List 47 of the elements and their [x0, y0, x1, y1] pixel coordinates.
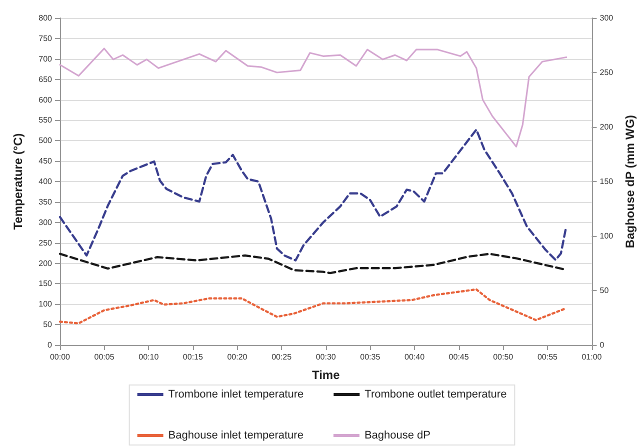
x-tick-label: 00:00: [50, 352, 71, 362]
y-tick-label: 800: [38, 14, 53, 22]
y-tick-label: 700: [38, 54, 53, 64]
y-tick-label: 250: [38, 238, 53, 248]
x-tick-label: 00:25: [272, 352, 292, 362]
y-tick-label: 100: [38, 300, 53, 309]
x-tick-label: 00:20: [227, 352, 248, 362]
line-series: [58, 128, 568, 262]
x-tick-label: 00:40: [404, 352, 426, 362]
x-tick-label: 00:50: [493, 352, 514, 362]
legend-label: Baghouse dP: [364, 430, 431, 442]
line-series: [59, 48, 568, 148]
y2-tick-label: 100: [600, 232, 614, 240]
y-axis-title: Temperature (°C): [11, 133, 25, 230]
legend-label: Baghouse inlet temperature: [168, 430, 304, 442]
y-tick-label: 400: [38, 177, 53, 186]
y-tick-label: 450: [38, 156, 53, 166]
y2-tick-label: 50: [600, 286, 610, 295]
x-tick-label: 00:45: [448, 352, 470, 362]
y2-tick-label: 150: [600, 177, 614, 186]
y-tick-label: 200: [38, 258, 53, 268]
y-tick-label: 150: [38, 279, 53, 288]
x-axis-title: Time: [312, 368, 340, 382]
y-tick-label: 350: [38, 197, 53, 206]
x-tick-label: 00:35: [360, 352, 381, 362]
y2-tick-label: 300: [600, 14, 614, 22]
y-tick-label: 50: [43, 320, 53, 330]
y-tick-label: 500: [38, 136, 53, 146]
y2-tick-label: 0: [600, 340, 605, 350]
y-tick-label: 750: [38, 34, 53, 43]
y-tick-label: 300: [38, 218, 53, 227]
legend-label: Trombone outlet temperature: [364, 388, 507, 400]
y2-tick-label: 200: [600, 122, 614, 132]
y-tick-label: 650: [38, 74, 53, 84]
line-series: [58, 288, 568, 324]
x-tick-label: 00:55: [537, 352, 558, 362]
y2-axis-title: Baghouse dP (mm WG): [623, 114, 637, 248]
y2-tick-label: 250: [600, 68, 614, 77]
x-tick-label: 01:00: [582, 352, 602, 362]
x-tick-label: 00:30: [316, 352, 336, 362]
y-tick-label: 600: [38, 95, 53, 104]
x-tick-label: 00:15: [182, 352, 204, 362]
legend-label: Trombone inlet temperature: [168, 388, 304, 400]
y-tick-label: 550: [38, 116, 53, 125]
x-tick-label: 00:05: [94, 352, 115, 362]
y-tick-label: 0: [48, 340, 53, 350]
x-tick-label: 00:10: [138, 352, 160, 362]
